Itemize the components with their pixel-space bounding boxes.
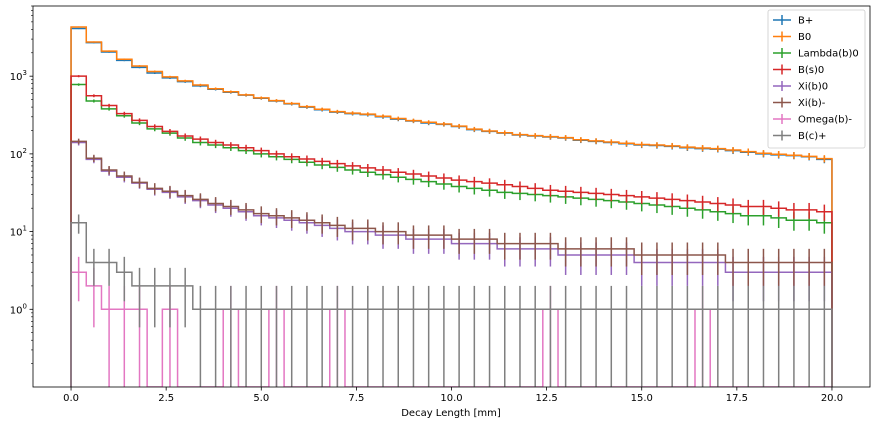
legend-label: Omega(b)-: [798, 115, 852, 126]
legend-label: B(s)0: [798, 65, 824, 76]
y-tick-label: 100: [10, 302, 27, 316]
legend-label: Xi(b)-: [798, 98, 826, 109]
axes-frame: [32, 5, 871, 388]
x-tick-label: 10.0: [440, 393, 462, 404]
x-tick-label: 15.0: [631, 393, 653, 404]
legend: B+ B0 Lambda(b)0 B(s)0 Xi(b)0 Xi(b)- Omega(b)-…: [767, 9, 866, 149]
series-B(c)+: [70, 214, 833, 387]
legend-label: B0: [798, 32, 811, 43]
legend-item: Omega(b)-: [773, 114, 852, 126]
x-tick-label: 0.0: [63, 393, 79, 404]
x-tick-label: 2.5: [158, 393, 174, 404]
legend-item: Xi(b)-: [773, 97, 826, 109]
y-tick-label: 103: [10, 69, 27, 83]
x-tick-label: 5.0: [253, 393, 269, 404]
legend-item: B(s)0: [773, 64, 824, 76]
plot-area: [70, 26, 833, 387]
legend-label: B+: [798, 16, 813, 27]
legend-item: Xi(b)0: [773, 81, 828, 93]
x-tick-label: 17.5: [726, 393, 748, 404]
series-step-line: [70, 221, 833, 387]
y-tick-label: 101: [10, 225, 27, 239]
legend-item: B0: [773, 31, 811, 43]
legend-label: Lambda(b)0: [798, 49, 859, 60]
x-tick-label: 12.5: [535, 393, 557, 404]
legend-box: [767, 9, 866, 149]
y-tick-label: 102: [10, 147, 27, 161]
legend-label: Xi(b)0: [798, 82, 828, 93]
legend-label: B(c)+: [798, 131, 827, 142]
y-axis: 100 101 102 103: [10, 5, 33, 364]
x-tick-label: 7.5: [348, 393, 364, 404]
legend-item: Lambda(b)0: [773, 48, 859, 60]
x-axis-label: Decay Length [mm]: [401, 408, 501, 419]
x-axis: 0.0 2.5 5.0 7.5 10.0 12.5 15.0 17.5 20.0: [63, 387, 843, 404]
series-B(s)0: [70, 75, 833, 387]
series-step-line: [70, 26, 833, 387]
series-B0: [70, 26, 833, 387]
series-Xi(b)-: [70, 138, 833, 387]
series-step-line: [70, 271, 832, 387]
x-tick-label: 20.0: [821, 393, 843, 404]
legend-item: B(c)+: [773, 130, 827, 142]
legend-item: B+: [773, 15, 813, 27]
